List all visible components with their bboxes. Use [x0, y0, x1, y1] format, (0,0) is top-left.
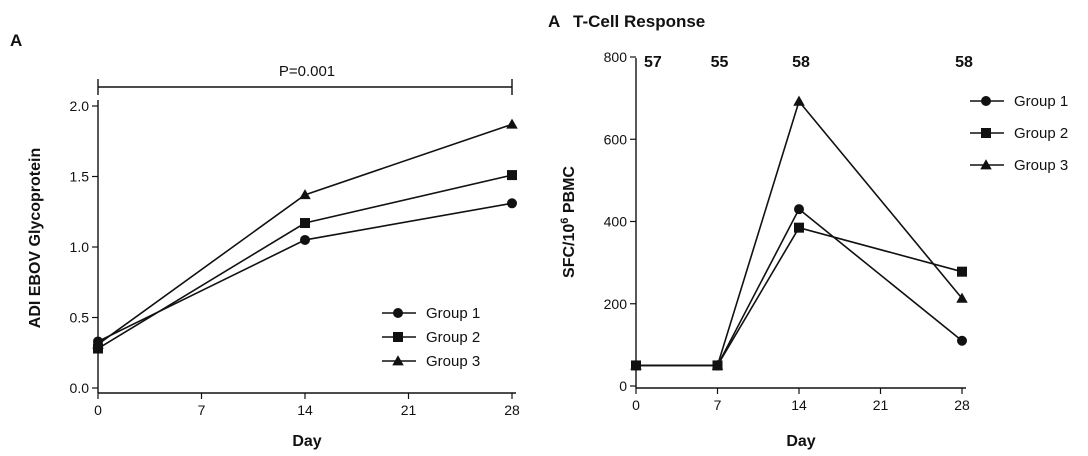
series-line-group-2 — [636, 226, 963, 367]
legend-marker-circle — [393, 308, 403, 318]
top-count-label: 57 — [644, 54, 662, 71]
x-tick-label: 28 — [504, 402, 520, 418]
right-top-counts: 57 55 58 58 — [644, 54, 973, 71]
series-line-group-2 — [97, 174, 513, 350]
left-legend: Group 1 Group 2 Group 3 — [382, 305, 480, 370]
x-tick-label: 7 — [198, 402, 206, 418]
right-x-axis-label: Day — [786, 433, 815, 450]
data-point-group-3 — [793, 95, 805, 106]
data-point-group-3 — [299, 189, 311, 200]
right-y-axis-label: SFC/106 PBMC — [559, 166, 578, 278]
right-chart-title: T-Cell Response — [573, 12, 705, 31]
data-point-group-3 — [506, 118, 518, 129]
data-point-group-3 — [956, 292, 968, 303]
data-point-group-1 — [300, 234, 310, 245]
left-panel-label: A — [10, 31, 22, 50]
right-panel-label: A — [548, 12, 560, 31]
legend-label-group-2: Group 2 — [1014, 125, 1068, 142]
y-tick-label: 1.0 — [70, 239, 90, 255]
legend-marker-square — [981, 128, 991, 138]
data-point-group-3 — [711, 359, 724, 370]
y-tick-label: 0.5 — [70, 310, 90, 326]
data-point-group-2 — [957, 266, 967, 277]
pvalue-label: P=0.001 — [279, 63, 335, 80]
legend-label-group-1: Group 1 — [1014, 93, 1068, 110]
y-tick-label: 400 — [604, 214, 628, 230]
legend-label-group-2: Group 2 — [426, 329, 480, 346]
data-point-group-3 — [630, 359, 642, 370]
y-tick-label: 0.0 — [70, 380, 90, 396]
x-tick-label: 28 — [954, 397, 970, 413]
y-tick-label: 200 — [604, 296, 628, 312]
legend-marker-circle — [981, 96, 991, 106]
data-point-group-3 — [92, 338, 104, 349]
legend-marker-square — [393, 332, 403, 342]
x-tick-label: 21 — [401, 402, 417, 418]
data-point-group-1 — [794, 204, 804, 215]
left-chart: A 0 7 14 21 28 0.0 0.5 1.0 1.5 2.0 P=0.001 ADI EB… — [10, 31, 520, 450]
y-tick-label: 0 — [619, 378, 627, 394]
series-line-group-3 — [636, 99, 963, 367]
data-point-group-1 — [507, 198, 517, 209]
legend-label-group-3: Group 3 — [426, 353, 480, 370]
left-ticks: 0 7 14 21 28 0.0 0.5 1.0 1.5 2.0 — [70, 98, 520, 418]
data-point-group-2 — [300, 218, 310, 229]
left-series — [92, 118, 518, 354]
right-y-label-sup: 6 — [559, 218, 571, 224]
right-ticks: 0 7 14 21 28 0 200 400 600 800 — [604, 49, 970, 413]
legend-label-group-3: Group 3 — [1014, 157, 1068, 174]
data-point-group-2 — [507, 170, 517, 181]
legend-marker-triangle — [980, 159, 992, 170]
y-tick-label: 800 — [604, 49, 628, 65]
x-tick-label: 0 — [632, 397, 640, 413]
right-y-label-tail: PBMC — [561, 166, 578, 218]
left-x-axis-label: Day — [292, 433, 321, 450]
x-tick-label: 21 — [873, 397, 889, 413]
legend-marker-triangle — [392, 355, 404, 366]
left-y-axis-label: ADI EBOV Glycoprotein — [27, 148, 44, 328]
data-point-group-2 — [794, 222, 804, 233]
top-count-label: 58 — [792, 54, 810, 71]
x-tick-label: 0 — [94, 402, 102, 418]
x-tick-label: 14 — [297, 402, 313, 418]
right-chart: A T-Cell Response 0 7 14 21 280200400600800 … — [548, 12, 1068, 450]
legend-label-group-1: Group 1 — [426, 305, 480, 322]
right-legend: Group 1 Group 2 Group 3 — [970, 93, 1068, 174]
right-y-label-main: SFC/10 — [561, 224, 578, 278]
y-tick-label: 600 — [604, 131, 628, 147]
top-count-label: 58 — [955, 54, 973, 71]
left-pvalue-bracket: P=0.001 — [97, 63, 513, 95]
y-tick-label: 2.0 — [70, 98, 90, 114]
right-series — [630, 95, 968, 371]
x-tick-label: 7 — [714, 397, 722, 413]
data-point-group-1 — [957, 335, 967, 346]
top-count-label: 55 — [711, 54, 729, 71]
x-tick-label: 14 — [791, 397, 807, 413]
y-tick-label: 1.5 — [70, 169, 90, 185]
